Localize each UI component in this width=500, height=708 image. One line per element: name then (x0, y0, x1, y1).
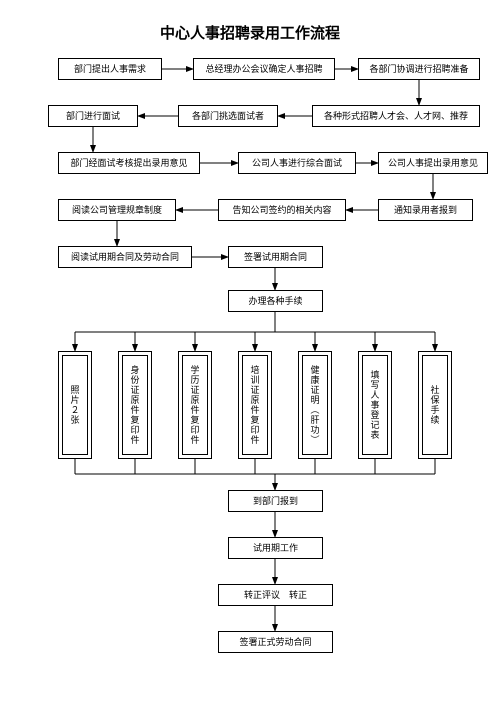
node-d2: 告知公司签约的相关内容 (218, 199, 346, 221)
vnode-v5: 健康证明（肝功） (302, 355, 328, 455)
vnode-v3: 学历证原件复印件 (182, 355, 208, 455)
node-c3: 公司人事提出录用意见 (378, 152, 488, 174)
vnode-v7: 社保手续 (422, 355, 448, 455)
node-g1: 到部门报到 (228, 490, 323, 512)
vnode-v2: 身份证原件复印件 (122, 355, 148, 455)
page-title: 中心人事招聘录用工作流程 (0, 22, 500, 43)
node-b3: 各种形式招聘人才会、人才网、推荐 (312, 105, 480, 127)
node-f1: 办理各种手续 (228, 290, 323, 312)
node-e1: 阅读试用期合同及劳动合同 (58, 246, 192, 268)
node-g4: 签署正式劳动合同 (218, 631, 333, 653)
node-d3: 通知录用者报到 (378, 199, 473, 221)
node-g3: 转正评议 转正 (218, 584, 333, 606)
node-e2: 签署试用期合同 (228, 246, 323, 268)
node-a2: 总经理办公会议确定人事招聘 (193, 58, 335, 80)
node-a3: 各部门协调进行招聘准备 (358, 58, 480, 80)
node-a1: 部门提出人事需求 (58, 58, 162, 80)
node-c1: 部门经面试考核提出录用意见 (58, 152, 200, 174)
vnode-v1: 照片２张 (62, 355, 88, 455)
node-d1: 阅读公司管理规章制度 (58, 199, 176, 221)
node-b1: 部门进行面试 (48, 105, 138, 127)
node-c2: 公司人事进行综合面试 (238, 152, 356, 174)
node-b2: 各部门挑选面试者 (178, 105, 278, 127)
vnode-v4: 培训证原件复印件 (242, 355, 268, 455)
node-g2: 试用期工作 (228, 537, 323, 559)
vnode-v6: 填写人事登记表 (362, 355, 388, 455)
